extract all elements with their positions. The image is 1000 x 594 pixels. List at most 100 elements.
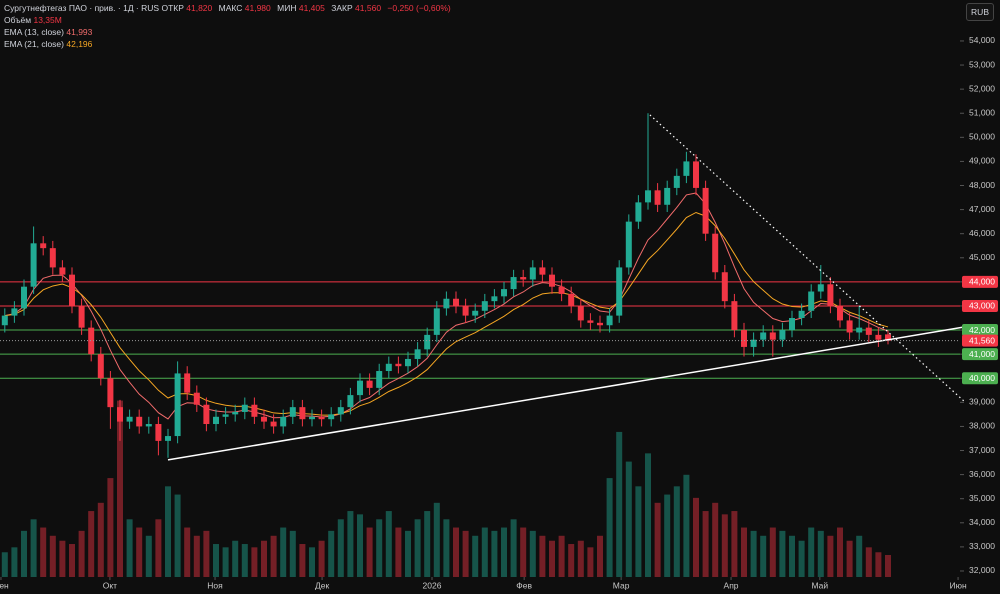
plot-area (0, 113, 966, 577)
volume-bar (529, 530, 536, 577)
volume-bar (49, 535, 56, 577)
y-tick-label: 54,000 (969, 35, 995, 45)
volume-bar (30, 519, 37, 577)
x-tick-label: Фев (516, 580, 532, 590)
volume-value: 13,35M (33, 15, 62, 25)
candle-body (78, 305, 85, 328)
symbol: Сургутнефтегаз ПАО · прив. · 1Д · RUS (4, 3, 160, 13)
ohlc-value: 41,405 (298, 3, 325, 13)
candle-body (395, 363, 402, 367)
volume-bar (395, 527, 402, 577)
ema-value: 42,196 (66, 39, 93, 49)
volume-bar (193, 535, 200, 577)
trendline (649, 114, 966, 403)
volume-bar (760, 535, 767, 577)
volume-bar (405, 530, 411, 577)
volume-bar (635, 486, 642, 577)
candle-body (30, 243, 37, 287)
candle-body (145, 424, 152, 427)
volume-bar (78, 530, 85, 577)
volume-bar (424, 511, 431, 577)
candle-body (462, 305, 469, 316)
volume-bar (817, 530, 824, 577)
price-badge (962, 275, 998, 288)
volume-bar (597, 535, 603, 577)
candle-body (798, 310, 805, 319)
volume-bar (11, 547, 18, 577)
x-tick-label: Сен (0, 580, 9, 590)
candle-body (1, 315, 8, 326)
candle-body (731, 301, 738, 331)
candle-body (280, 416, 287, 427)
y-tick-label: 50,000 (969, 132, 995, 142)
price-badge (962, 299, 998, 312)
candle-body (817, 284, 824, 292)
y-tick-label: 45,000 (969, 252, 995, 262)
candle-body (789, 318, 795, 331)
currency-button[interactable]: RUB (966, 3, 994, 21)
candle-body (11, 308, 18, 316)
x-tick-label: 2026 (423, 580, 442, 590)
y-tick-label: 34,000 (969, 517, 995, 527)
candle-body (750, 339, 757, 347)
candle-body (501, 289, 507, 297)
y-tick-label: 51,000 (969, 107, 995, 117)
candle-body (760, 332, 767, 340)
x-tick-label: Дек (315, 580, 329, 590)
volume-label: Объём (4, 15, 32, 25)
volume-bar (693, 497, 699, 577)
volume-bar (222, 547, 229, 577)
candle-body (126, 416, 133, 422)
volume-bar (280, 527, 287, 577)
candle-body (318, 416, 325, 420)
volume-bar (577, 540, 584, 577)
candle-body (117, 407, 123, 422)
ema-line (4, 211, 889, 416)
volume-bar (481, 527, 488, 577)
legend-volume: Объём 13,35M (4, 14, 455, 26)
candle-body (520, 277, 527, 280)
volume-bar (136, 527, 143, 577)
volume-bar (837, 527, 843, 577)
candle-body (558, 286, 565, 294)
ema-name: EMA (21, close) (4, 39, 64, 49)
candle-body (568, 293, 575, 306)
candle-body (741, 330, 747, 347)
volume-bar (462, 530, 469, 577)
candle-body (213, 416, 219, 425)
volume-bar (145, 535, 152, 577)
candle-body (405, 358, 411, 367)
candle-body (414, 349, 421, 359)
volume-bar (616, 431, 623, 577)
y-tick-label: 38,000 (969, 421, 995, 431)
candle-body (184, 373, 191, 393)
volume-bar (165, 486, 171, 577)
volume-bar (88, 511, 95, 577)
volume-bar (299, 544, 306, 577)
candle-body (136, 416, 143, 427)
volume-bar (385, 511, 392, 577)
volume-bar (654, 502, 661, 577)
candle-body (664, 187, 671, 205)
volume-bar (155, 519, 162, 577)
candle-body (165, 436, 171, 441)
candle-body (683, 161, 690, 176)
candle-body (299, 407, 306, 420)
volume-bar (337, 519, 344, 577)
candle-body (155, 424, 162, 441)
y-tick-label: 48,000 (969, 180, 995, 190)
y-tick-label: 33,000 (969, 541, 995, 551)
price-badge (962, 372, 998, 385)
candle-body (769, 332, 776, 340)
ohlc-label: ОТКР (161, 3, 184, 13)
volume-bar (856, 535, 863, 577)
candle-body (885, 334, 891, 341)
volume-bar (712, 502, 719, 577)
volume-bar (808, 527, 815, 577)
volume-bar (270, 535, 277, 577)
price-badge-label: 42,000 (969, 325, 995, 335)
volume-bar (376, 519, 383, 577)
candle-body (222, 414, 229, 417)
